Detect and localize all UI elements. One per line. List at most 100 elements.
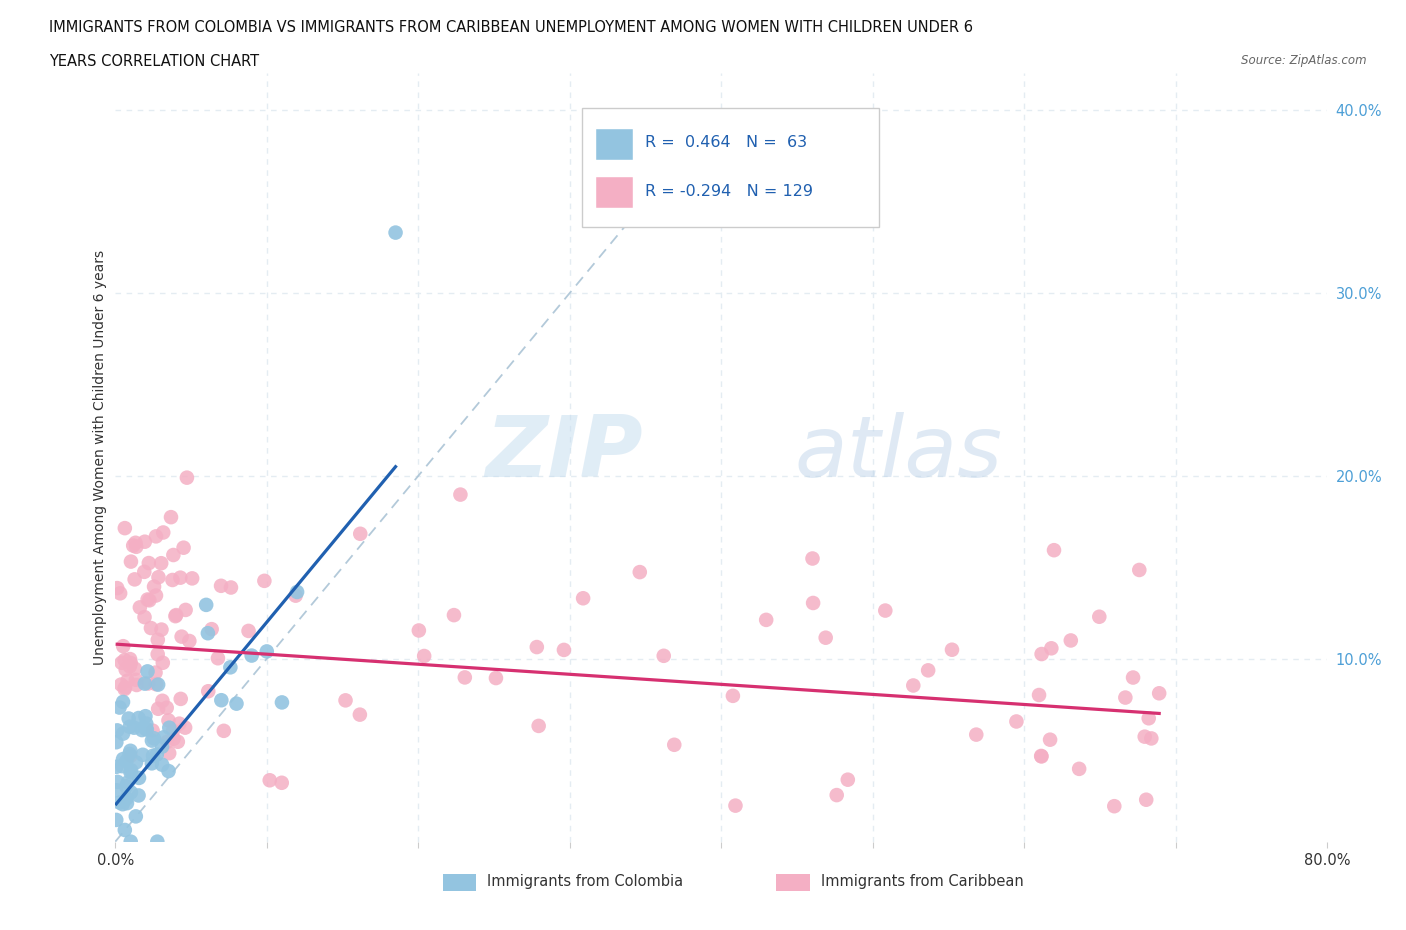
Point [801, 595, 824, 610]
Point [157, 720, 180, 735]
Point [105, 759, 128, 774]
Point [240, 648, 263, 663]
Point [114, 521, 136, 536]
Point [1040, 641, 1063, 656]
Y-axis label: Unemployment Among Women with Children Under 6 years: Unemployment Among Women with Children U… [93, 250, 107, 665]
Point [201, 622, 224, 637]
Point [125, 755, 148, 770]
Point [128, 711, 150, 725]
Text: IMMIGRANTS FROM COLOMBIA VS IMMIGRANTS FROM CARIBBEAN UNEMPLOYMENT AMONG WOMEN W: IMMIGRANTS FROM COLOMBIA VS IMMIGRANTS F… [49, 20, 973, 35]
Point [284, 588, 307, 603]
Point [1122, 671, 1144, 685]
Point [169, 570, 191, 585]
Point [941, 643, 963, 658]
Point [120, 656, 142, 671]
Point [443, 607, 465, 622]
Point [825, 788, 848, 803]
Point [112, 751, 135, 766]
Point [837, 772, 859, 787]
Point [108, 795, 131, 810]
Point [114, 682, 136, 697]
Point [197, 684, 219, 698]
Point [1088, 609, 1111, 624]
Point [139, 620, 162, 635]
Point [105, 783, 128, 798]
Point [117, 775, 139, 790]
Text: R = -0.294   N = 129: R = -0.294 N = 129 [645, 183, 813, 198]
Point [1114, 690, 1136, 705]
Point [146, 701, 169, 716]
Point [349, 526, 371, 541]
Point [270, 776, 292, 790]
Point [408, 623, 430, 638]
Point [146, 632, 169, 647]
Point [136, 676, 159, 691]
Point [120, 652, 142, 667]
Point [174, 603, 197, 618]
Point [1069, 762, 1091, 777]
Point [225, 697, 247, 711]
Point [212, 724, 235, 738]
Point [413, 648, 436, 663]
Point [903, 678, 925, 693]
Point [115, 791, 138, 806]
Point [1135, 792, 1157, 807]
Text: Source: ZipAtlas.com: Source: ZipAtlas.com [1241, 54, 1367, 67]
Point [253, 574, 276, 589]
Point [965, 727, 987, 742]
Point [135, 722, 157, 737]
Point [156, 735, 179, 750]
Point [628, 565, 651, 579]
Point [136, 664, 159, 679]
Point [1031, 749, 1053, 764]
Point [138, 555, 160, 570]
Bar [596, 178, 633, 208]
Point [122, 538, 145, 553]
Point [115, 779, 138, 794]
Point [134, 676, 156, 691]
Point [526, 640, 548, 655]
Point [122, 720, 145, 735]
Point [271, 695, 294, 710]
Point [160, 510, 183, 525]
Point [135, 716, 157, 731]
Point [176, 471, 198, 485]
Point [285, 585, 308, 600]
Point [146, 834, 169, 849]
Point [115, 796, 138, 811]
Point [128, 600, 150, 615]
Point [1137, 711, 1160, 725]
Point [814, 631, 837, 645]
Point [111, 759, 134, 774]
Point [125, 678, 148, 693]
Point [115, 753, 138, 768]
Point [157, 764, 180, 778]
Point [120, 764, 142, 779]
Point [138, 593, 160, 608]
Point [209, 693, 232, 708]
Point [110, 677, 132, 692]
Point [125, 539, 148, 554]
Point [120, 763, 142, 777]
Point [801, 551, 824, 566]
Point [169, 716, 191, 731]
Point [162, 724, 184, 738]
Point [349, 707, 371, 722]
Point [136, 592, 159, 607]
Point [114, 680, 136, 695]
Text: Immigrants from Colombia: Immigrants from Colombia [488, 874, 683, 889]
Point [118, 747, 141, 762]
Text: YEARS CORRELATION CHART: YEARS CORRELATION CHART [49, 54, 259, 69]
Point [118, 720, 141, 735]
Point [105, 813, 128, 828]
Point [1060, 633, 1083, 648]
Point [238, 623, 260, 638]
Point [145, 588, 167, 603]
Point [120, 834, 142, 849]
Point [112, 639, 135, 654]
Bar [596, 128, 633, 160]
Point [132, 748, 155, 763]
Point [145, 677, 167, 692]
Point [114, 662, 136, 677]
Bar [443, 874, 477, 891]
